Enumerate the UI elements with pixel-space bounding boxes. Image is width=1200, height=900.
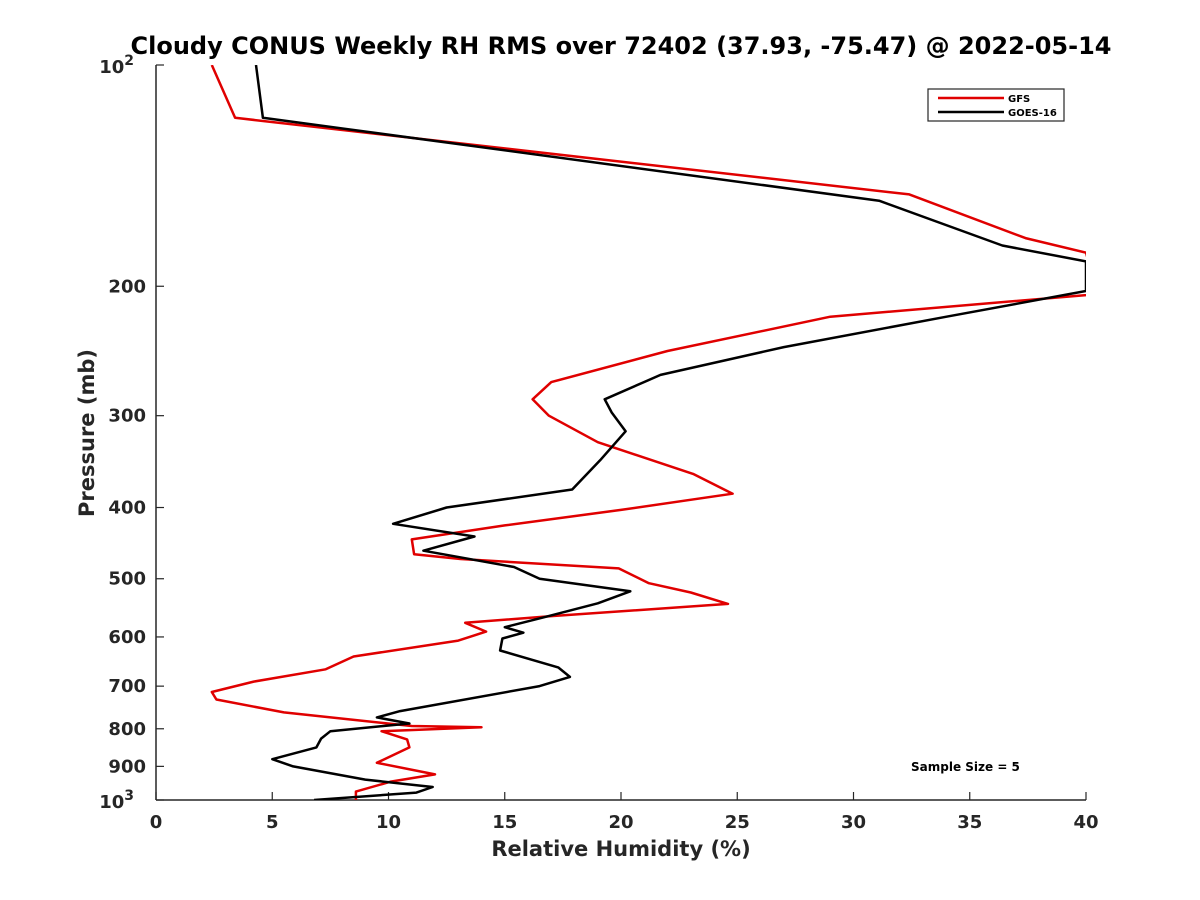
y-tick-label: 400 xyxy=(108,498,146,519)
y-tick-group: 102 200 300 400 500 600 700 800 900 103 xyxy=(99,53,164,813)
axes xyxy=(155,65,1086,801)
y-tick-label: 600 xyxy=(108,627,146,648)
x-tick-label: 20 xyxy=(608,812,633,833)
y-tick-label: 700 xyxy=(108,676,146,697)
x-tick-label: 0 xyxy=(150,812,163,833)
sample-size-annotation: Sample Size = 5 xyxy=(911,760,1020,774)
x-tick-label: 40 xyxy=(1073,812,1098,833)
series-line-goes-16 xyxy=(254,65,1086,800)
y-tick-label: 102 xyxy=(99,53,134,78)
y-tick-label: 300 xyxy=(108,406,146,427)
y-tick-exponent: 2 xyxy=(124,53,134,69)
chart-title: Cloudy CONUS Weekly RH RMS over 72402 (3… xyxy=(131,32,1112,60)
legend-label-goes-16: GOES-16 xyxy=(1008,108,1057,119)
series-lines xyxy=(210,65,1086,800)
series-line-gfs xyxy=(210,65,1086,800)
y-tick-label: 800 xyxy=(108,719,146,740)
x-tick-label: 10 xyxy=(376,812,401,833)
y-tick-label: 200 xyxy=(108,276,146,297)
x-tick-label: 5 xyxy=(266,812,279,833)
x-tick-label: 30 xyxy=(841,812,866,833)
y-tick-label: 103 xyxy=(99,788,134,813)
x-tick-label: 15 xyxy=(492,812,517,833)
legend: GFS GOES-16 xyxy=(927,88,1065,122)
x-tick-group: 0 5 10 15 20 25 30 35 40 xyxy=(150,792,1099,833)
y-tick-label: 500 xyxy=(108,569,146,590)
legend-box xyxy=(927,88,1065,122)
x-tick-label: 25 xyxy=(725,812,750,833)
y-tick-exponent: 3 xyxy=(124,788,134,804)
legend-label-gfs: GFS xyxy=(1008,94,1030,105)
x-tick-label: 35 xyxy=(957,812,982,833)
x-axis-label: Relative Humidity (%) xyxy=(491,837,750,861)
y-tick-label: 900 xyxy=(108,756,146,777)
y-axis-label: Pressure (mb) xyxy=(75,349,99,517)
plot-area xyxy=(156,65,1086,800)
